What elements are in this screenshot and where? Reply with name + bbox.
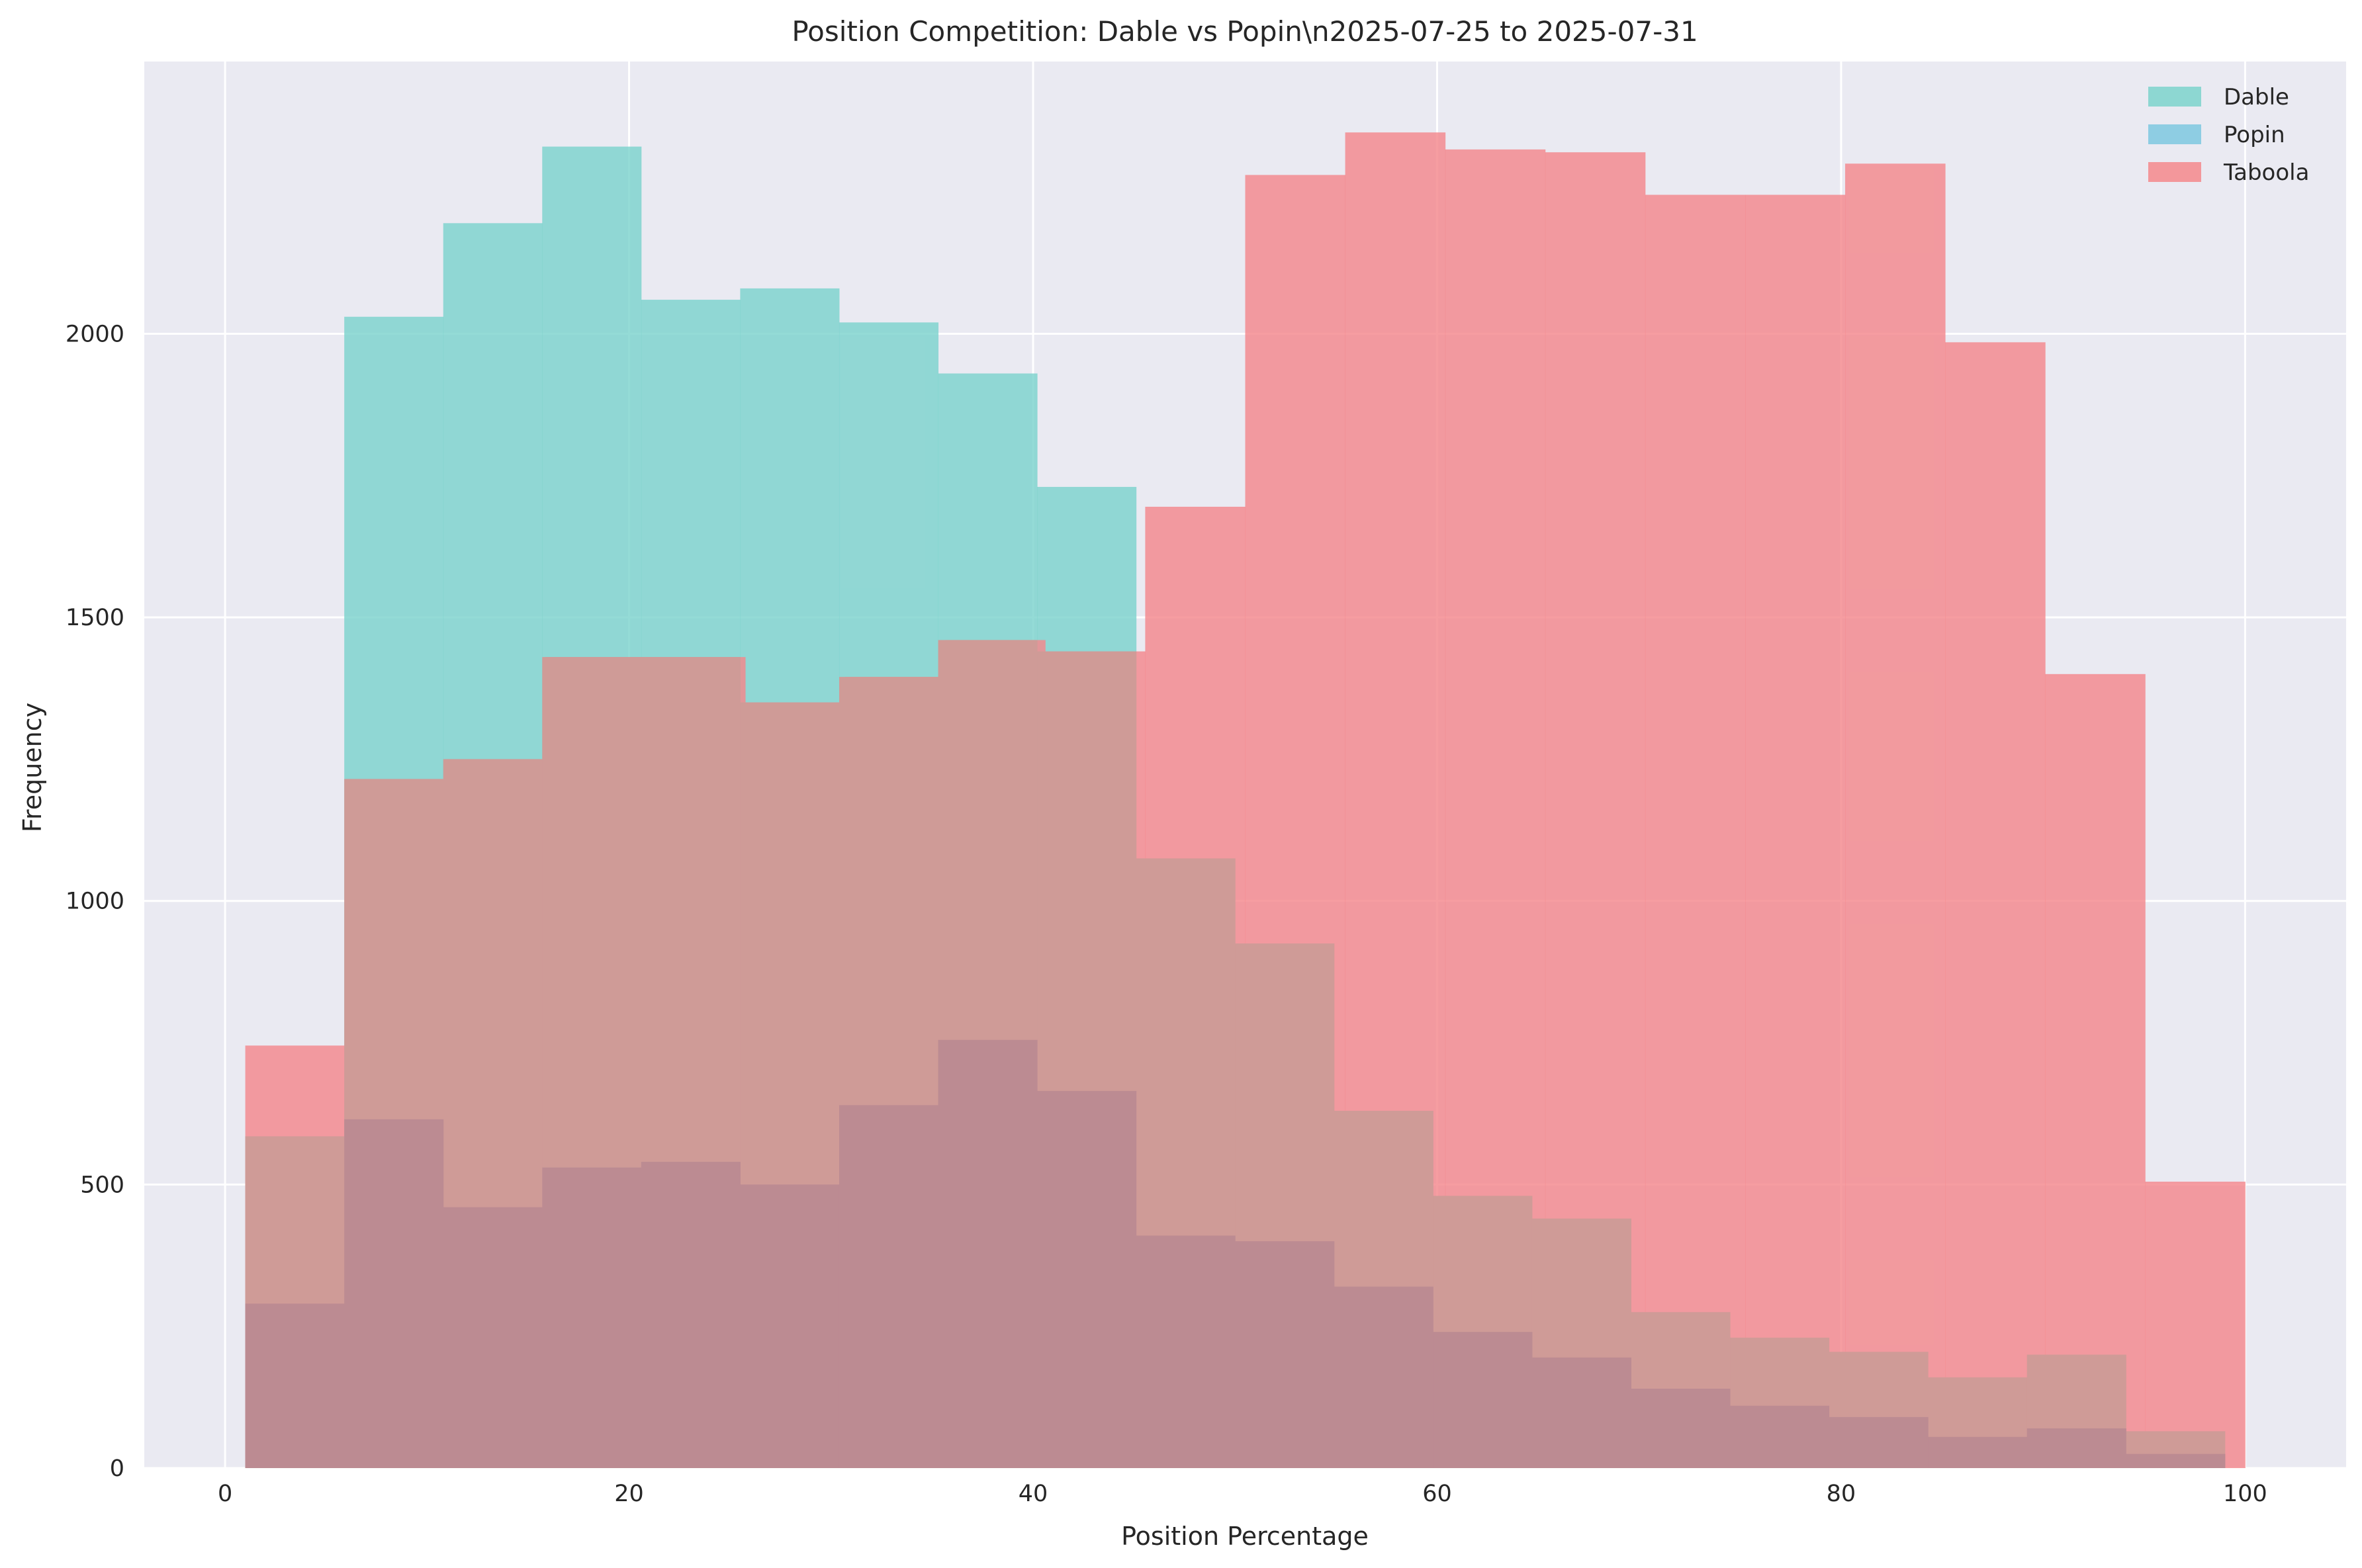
y-axis-ticks: 0 500 1000 1500 2000 [66,321,124,1482]
x-tick-label-60: 60 [1422,1481,1452,1507]
overlap-1-bar-8 [1037,1090,1137,1468]
overlap-1-bar-19 [2126,1454,2226,1468]
x-axis-ticks: 0 20 40 60 80 100 [218,1481,2267,1507]
overlap-1-bar-15 [1730,1405,1830,1468]
x-tick-label-40: 40 [1019,1481,1048,1507]
histogram-bars [245,132,2246,1469]
overlap-1-bar-0 [245,1303,345,1468]
overlap-1-bar-9 [1136,1235,1236,1468]
y-tick-label-2000: 2000 [66,321,124,347]
legend: Dable Popin Taboola [2148,84,2309,186]
legend-label-dable: Dable [2224,84,2289,110]
overlap-1-bar-7 [938,1039,1038,1468]
overlap-1-bar-1 [344,1119,444,1468]
overlap-1-bar-18 [2026,1428,2126,1468]
overlap-1-bar-5 [740,1184,840,1468]
legend-swatch-popin [2148,124,2201,144]
overlap-1-bar-6 [839,1105,939,1468]
overlap-1-bar-17 [1928,1436,2028,1468]
overlap-1-bar-3 [542,1167,642,1468]
taboola-bar-19 [2145,1182,2246,1468]
x-tick-label-80: 80 [1827,1481,1856,1507]
taboola-bar-16 [1845,163,1946,1469]
taboola-bar-14 [1645,195,1746,1468]
y-tick-label-1000: 1000 [66,889,124,915]
x-tick-label-100: 100 [2223,1481,2267,1507]
overlap-1-bar-10 [1235,1241,1335,1468]
overlap-1-bar-11 [1334,1286,1433,1468]
y-tick-label-0: 0 [110,1456,124,1482]
x-tick-label-20: 20 [614,1481,644,1507]
x-axis-label: Position Percentage [1121,1522,1369,1551]
y-tick-label-500: 500 [80,1172,124,1198]
legend-label-taboola: Taboola [2223,159,2309,186]
legend-label-popin: Popin [2224,122,2285,148]
overlap-1-bar-4 [641,1162,741,1468]
legend-swatch-taboola [2148,162,2201,182]
overlap-1-bar-2 [443,1207,543,1468]
taboola-bar-18 [2045,674,2146,1469]
x-tick-label-0: 0 [218,1481,232,1507]
overlap-1-bar-12 [1433,1332,1533,1468]
overlap-1-bar-16 [1829,1416,1929,1468]
chart-title: Position Competition: Dable vs Popin\n20… [792,15,1698,48]
taboola-bar-17 [1945,342,2046,1468]
taboola-bar-15 [1745,195,1846,1468]
legend-swatch-dable [2148,87,2201,107]
y-tick-label-1500: 1500 [66,605,124,631]
overlap-1-bar-13 [1531,1357,1631,1468]
y-axis-label: Frequency [18,703,47,832]
overlap-1-bar-14 [1631,1388,1731,1468]
